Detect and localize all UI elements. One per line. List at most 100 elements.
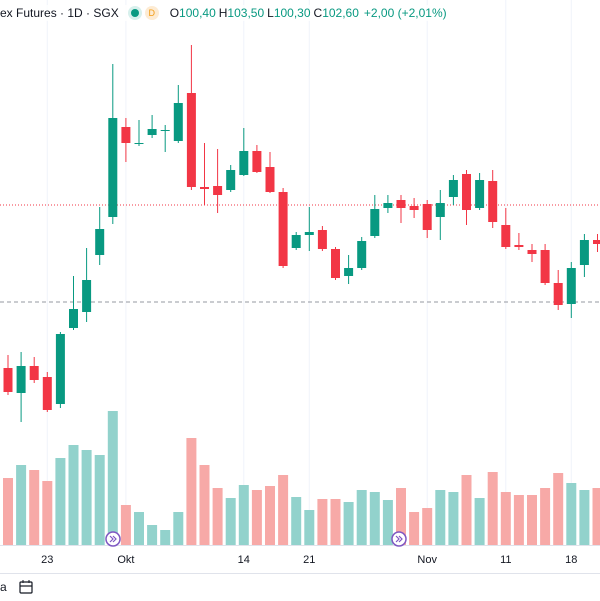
candle-body xyxy=(266,167,275,192)
candle-body xyxy=(593,240,600,244)
volume-bar xyxy=(200,465,210,545)
volume-bar xyxy=(16,465,26,545)
volume-bar xyxy=(344,502,354,545)
candle-body xyxy=(43,377,52,410)
candle-body xyxy=(475,180,484,208)
candle-body xyxy=(30,366,39,380)
volume-bar xyxy=(357,490,367,545)
candle-body xyxy=(318,230,327,249)
volume-bar xyxy=(566,483,576,545)
candle-body xyxy=(331,249,340,278)
change: +2,00 (+2,01%) xyxy=(364,6,447,20)
candle-body xyxy=(187,93,196,187)
volume-bar xyxy=(3,478,13,545)
candle-body xyxy=(541,250,550,283)
ohlc-value: 100,40 xyxy=(179,6,216,20)
candle-body xyxy=(423,204,432,230)
candle-body xyxy=(488,181,497,222)
volume-bar xyxy=(147,525,157,545)
candle-body xyxy=(4,368,13,392)
ohlc-key: O xyxy=(170,6,179,20)
candle-body xyxy=(305,232,314,235)
volume-bar xyxy=(278,475,288,545)
volume-bar xyxy=(553,473,563,545)
candle-body xyxy=(501,225,510,247)
calendar-icon[interactable] xyxy=(18,579,34,595)
volume-bar xyxy=(370,492,380,545)
candle-body xyxy=(95,229,104,255)
toolbar-text[interactable]: a xyxy=(0,580,7,594)
volume-bar xyxy=(291,497,301,545)
candle-body xyxy=(514,245,523,247)
volume-bar xyxy=(331,499,341,545)
volume-bar xyxy=(435,490,445,545)
ohlc-key: L xyxy=(267,6,274,20)
ohlc-value: 102,60 xyxy=(322,6,359,20)
candle-body xyxy=(397,200,406,208)
candle-body xyxy=(148,129,157,135)
candle-body xyxy=(226,170,235,190)
candle-body xyxy=(370,209,379,236)
volume-bar xyxy=(593,488,600,545)
candle-body xyxy=(200,187,209,189)
candle-body xyxy=(462,174,471,210)
candle-body xyxy=(17,366,26,393)
volume-bar xyxy=(317,499,327,545)
candle-body xyxy=(344,268,353,276)
badge[interactable]: D xyxy=(145,6,159,20)
candle-body xyxy=(161,130,170,131)
volume-bar xyxy=(540,488,550,545)
x-tick-label: 18 xyxy=(565,554,577,566)
volume-bar xyxy=(186,438,196,545)
volume-bar xyxy=(108,411,118,545)
bottom-toolbar: a xyxy=(0,573,600,601)
x-tick-label: 11 xyxy=(500,554,511,566)
x-tick-label: Nov xyxy=(417,554,437,566)
volume-bar xyxy=(475,498,485,545)
candle-body xyxy=(213,186,222,195)
candle-body xyxy=(292,235,301,248)
volume-bar xyxy=(304,510,314,545)
volume-bar xyxy=(265,486,275,545)
volume-bar xyxy=(160,530,170,545)
ohlc-key: C xyxy=(314,6,323,20)
candle-body xyxy=(108,118,117,217)
volume-bar xyxy=(239,485,249,545)
volume-bar xyxy=(95,455,105,545)
volume-bar xyxy=(462,475,472,545)
volume-bar xyxy=(173,512,183,545)
candle-body xyxy=(554,283,563,305)
volume-bar xyxy=(134,512,144,545)
candle-body xyxy=(357,241,366,268)
candle-body xyxy=(528,250,537,254)
volume-bar xyxy=(422,508,432,545)
x-tick-label: 21 xyxy=(303,554,315,566)
candle-body xyxy=(252,151,261,172)
candle-body xyxy=(567,268,576,304)
volume-bar xyxy=(29,470,39,545)
candle-body xyxy=(82,280,91,312)
volume-bar xyxy=(121,505,131,545)
candle-body xyxy=(410,206,419,210)
volume-bar xyxy=(42,481,52,545)
x-tick-label: 23 xyxy=(41,554,53,566)
ohlc-value: 103,50 xyxy=(227,6,264,20)
x-tick-label: 14 xyxy=(238,554,250,566)
volume-bar xyxy=(448,492,458,545)
volume-bar xyxy=(55,458,65,545)
volume-bar xyxy=(579,490,589,545)
candle-body xyxy=(279,192,288,266)
candle-body xyxy=(383,203,392,208)
status-dot xyxy=(131,9,139,17)
volume-bar xyxy=(527,495,537,545)
candle-body xyxy=(436,203,445,217)
candle-body xyxy=(56,334,65,404)
volume-bar xyxy=(82,450,92,545)
volume-bar xyxy=(409,512,419,545)
volume-bar xyxy=(514,495,524,545)
candle-body xyxy=(239,151,248,175)
